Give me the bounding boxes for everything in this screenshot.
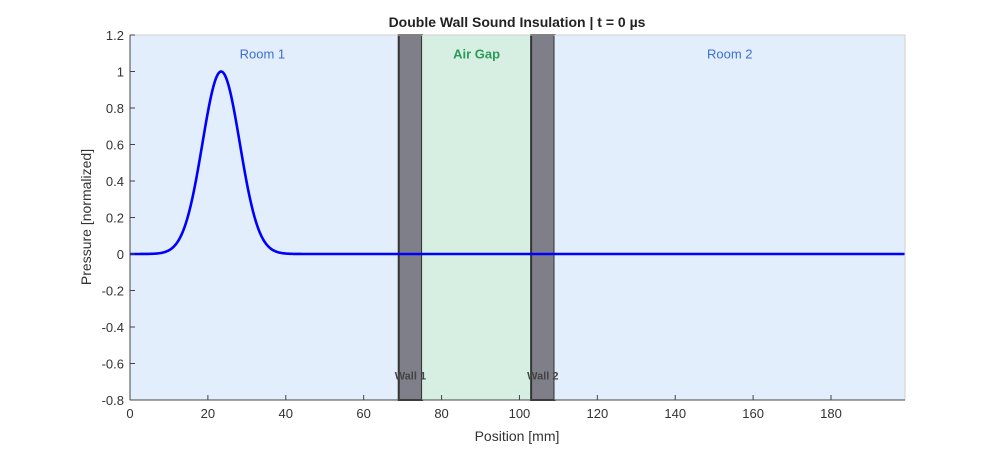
y-tick-label: 0.4 xyxy=(106,174,124,189)
x-tick-label: 60 xyxy=(356,406,370,421)
region-wall-1 xyxy=(397,34,424,401)
y-tick-label: -0.8 xyxy=(102,393,124,408)
region-label-air-gap: Air Gap xyxy=(453,46,500,61)
x-tick-label: 140 xyxy=(664,406,686,421)
x-tick-label: 20 xyxy=(201,406,215,421)
x-axis-label: Position [mm] xyxy=(475,428,560,444)
y-tick-label: 1 xyxy=(117,65,124,80)
region-label-room-2: Room 2 xyxy=(707,46,753,61)
region-label-room-1: Room 1 xyxy=(240,46,286,61)
chart-title: Double Wall Sound Insulation | t = 0 µs xyxy=(389,14,646,30)
y-tick-label: -0.2 xyxy=(102,284,124,299)
y-tick-label: 0 xyxy=(117,247,124,262)
x-tick-label: 160 xyxy=(742,406,764,421)
x-tick-label: 40 xyxy=(279,406,293,421)
y-tick-label: 1.2 xyxy=(106,28,124,43)
x-tick-label: 100 xyxy=(509,406,531,421)
region-label-wall-2: Wall 2 xyxy=(527,370,558,382)
y-tick-label: -0.4 xyxy=(102,320,124,335)
region-label-wall-1: Wall 1 xyxy=(395,370,426,382)
x-tick-label: 180 xyxy=(820,406,842,421)
y-tick-label: 0.2 xyxy=(106,211,124,226)
x-tick-label: 120 xyxy=(586,406,608,421)
y-tick-label: 0.8 xyxy=(106,101,124,116)
y-axis-label: Pressure [normalized] xyxy=(78,149,94,285)
pressure-line xyxy=(130,70,905,256)
x-tick-label: 0 xyxy=(126,406,133,421)
y-tick-label: 0.6 xyxy=(106,138,124,153)
region-room-1 xyxy=(130,35,399,400)
region-room-2 xyxy=(554,35,905,400)
y-tick-label: -0.6 xyxy=(102,357,124,372)
region-air-gap xyxy=(422,35,532,400)
x-tick-label: 80 xyxy=(434,406,448,421)
region-wall-2 xyxy=(530,34,556,401)
